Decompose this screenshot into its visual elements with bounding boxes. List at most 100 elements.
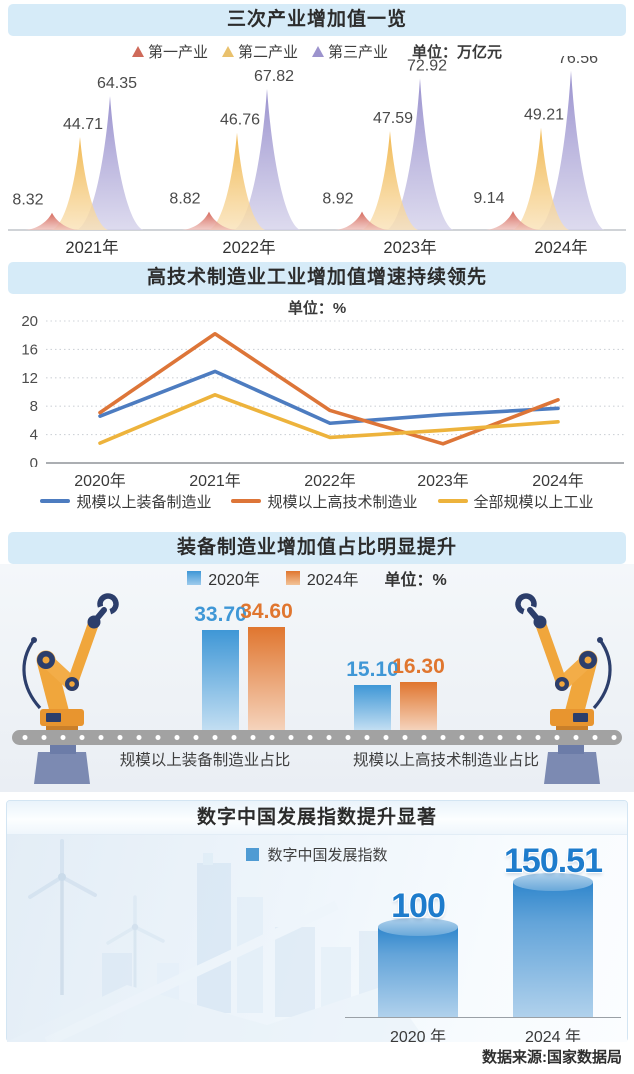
peak: [25, 212, 79, 230]
legend-label: 第一产业: [147, 43, 208, 61]
bar-value-label: 16.30: [392, 654, 445, 678]
peak: [362, 131, 418, 230]
legend-item-2020: 2020年: [187, 566, 260, 590]
panel2-unit-label: 单位：%: [287, 300, 347, 317]
x-label: 2024年: [532, 473, 584, 490]
x-label: 2020年: [74, 473, 126, 490]
legend-item-all-industry: 全部规模以上工业: [437, 491, 594, 512]
peak: [387, 78, 453, 230]
panel3-legend: 2020年 2024年 单位：%: [0, 566, 634, 590]
legend-item-2024: 2024年: [285, 566, 359, 590]
x-label: 2023年: [417, 473, 469, 490]
legend-item-primary-industry: 第一产业: [131, 41, 208, 62]
bar: [248, 627, 285, 730]
peak: [486, 210, 540, 230]
x-label: 2022年: [304, 473, 356, 490]
panel-hightech-growth: 高技术制造业工业增加值增速持续领先 单位：% 0 4 8 12 16 20 2020年 2…: [0, 260, 634, 511]
bar-value-label: 34.60: [240, 600, 293, 624]
legend-label: 规模以上装备制造业: [76, 493, 212, 511]
peak-value-label: 76.56: [558, 56, 598, 67]
panel2-title: 高技术制造业工业增加值增速持续领先: [8, 262, 626, 294]
panel4-content: 数字中国发展指数 100 150.51 2020 年 2024 年: [7, 835, 627, 1042]
data-source-note: 数据来源:国家数据局: [482, 1049, 622, 1066]
peak: [209, 132, 265, 230]
robot-arm-icon: [515, 593, 612, 784]
peak: [335, 211, 389, 230]
category-label-equipment: 规模以上装备制造业占比: [119, 752, 291, 769]
square-swatch-orange-icon: [285, 571, 300, 585]
peak: [77, 96, 143, 230]
legend-label: 数字中国发展指数: [267, 846, 388, 864]
panel4-axis-line: [345, 1017, 621, 1018]
legend-label: 规模以上高技术制造业: [267, 493, 418, 511]
panel1-title: 三次产业增加值一览: [8, 4, 626, 36]
line-swatch-blue-icon: [40, 498, 71, 504]
legend-label: 2024年: [306, 572, 359, 589]
panel4-title: 数字中国发展指数提升显著: [7, 801, 627, 835]
panel2-x-axis: 2020年 2021年 2022年 2023年 2024年: [0, 467, 634, 490]
y-tick-label: 20: [21, 315, 38, 330]
peak: [182, 211, 236, 230]
y-tick-label: 4: [30, 427, 38, 444]
panel-digital-china: 数字中国发展指数提升显著: [6, 800, 628, 1042]
cylinder: [378, 918, 458, 1017]
year-label: 2023年: [383, 239, 437, 257]
square-swatch-blue-icon: [187, 571, 202, 585]
legend-item-equipment-mfg: 规模以上装备制造业: [40, 491, 211, 512]
peak: [234, 88, 300, 230]
cylinder-value-label: 150.51: [504, 842, 603, 880]
legend-item-secondary-industry: 第二产业: [221, 41, 298, 62]
legend-item-hightech-mfg: 规模以上高技术制造业: [231, 491, 418, 512]
legend-label: 2020年: [208, 572, 260, 589]
line-swatch-orange-icon: [231, 498, 262, 504]
conveyor-belt: [12, 730, 622, 745]
peaks-chart: 8.32 44.71 64.35 8.82 46.76 67.82 8.92 47.59 72.…: [8, 56, 626, 231]
peak-value-label: 8.82: [169, 191, 200, 208]
triangle-marker-purple-icon: [312, 45, 324, 57]
year-label: 2024年: [534, 239, 588, 257]
year-label: 2024 年: [524, 1029, 582, 1042]
legend-item-tertiary-industry: 第三产业: [312, 41, 388, 62]
cylinder-top-icon: [378, 918, 458, 936]
panel4-legend: 数字中国发展指数: [7, 845, 627, 864]
y-tick-label: 12: [21, 370, 38, 387]
panel-three-industries: 三次产业增加值一览 第一产业 第二产业 第三产业 单位：万亿元 8.32 44.7…: [0, 4, 634, 257]
category-label-hightech: 规模以上高技术制造业占比: [352, 752, 539, 769]
peak-value-label: 64.35: [97, 75, 137, 92]
year-label: 2022年: [222, 239, 276, 257]
bar: [202, 629, 239, 730]
cylinder-top-icon: [513, 873, 593, 891]
panel3-title: 装备制造业增加值占比明显提升: [8, 532, 626, 564]
peak: [52, 137, 108, 230]
panel3-unit-label: 单位：%: [384, 572, 447, 589]
peak-value-label: 47.59: [373, 110, 413, 127]
bar-value-label: 15.10: [346, 658, 399, 682]
year-label: 2021年: [65, 239, 119, 257]
bar: [400, 681, 437, 730]
panel3-body: 2020年 2024年 单位：%: [0, 564, 634, 792]
square-swatch-blue-icon: [246, 847, 260, 861]
year-label: 2020 年: [389, 1029, 447, 1042]
cylinder: [513, 873, 593, 1017]
peak-value-label: 46.76: [220, 112, 260, 129]
peak: [538, 70, 604, 230]
city-skyline-illustration: [7, 839, 427, 1042]
peak-value-label: 72.92: [407, 57, 447, 74]
peak-value-label: 67.82: [254, 68, 294, 85]
line-chart: 0 4 8 12 16 20: [21, 315, 624, 467]
triangle-marker-yellow-icon: [221, 45, 234, 57]
triangle-marker-red-icon: [131, 45, 144, 57]
line-swatch-yellow-icon: [437, 498, 468, 504]
robot-arm-icon: [22, 593, 119, 784]
y-tick-label: 16: [21, 341, 38, 358]
peak-value-label: 9.14: [473, 190, 504, 207]
legend-label: 第二产业: [237, 43, 298, 61]
legend-label: 全部规模以上工业: [473, 493, 594, 511]
panel-equipment-share: 装备制造业增加值占比明显提升 2020年 2024年 单位：%: [0, 532, 634, 792]
peak: [513, 127, 569, 230]
bar: [354, 685, 391, 730]
panel1-year-axis: 2021年 2022年 2023年 2024年: [0, 234, 634, 257]
panel1-legend: 第一产业 第二产业 第三产业 单位：万亿元: [0, 41, 634, 62]
peak-value-label: 8.32: [12, 192, 43, 209]
peak-value-label: 44.71: [63, 116, 103, 133]
